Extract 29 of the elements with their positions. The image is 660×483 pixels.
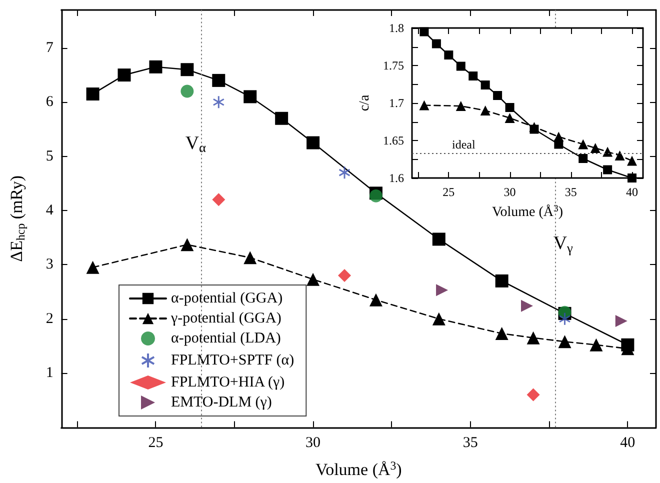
x-tick-label: 35 [564, 185, 577, 199]
y-tick-label: 1 [46, 365, 54, 382]
x-tick-label: 40 [620, 434, 636, 451]
y-tick-label: 6 [46, 94, 54, 110]
y-tick-label: 4 [46, 202, 54, 218]
ref-line-label: ideal [452, 137, 476, 152]
y-tick-label: 1.65 [383, 134, 404, 148]
legend-label: FPLMTO+SPTF (α) [171, 352, 294, 368]
x-tick-label: 30 [504, 185, 516, 199]
y-tick-label: 1.75 [383, 58, 404, 72]
y-tick-label: 1.8 [389, 21, 404, 35]
x-tick-label: 40 [626, 185, 638, 199]
x-tick-label: 25 [148, 434, 164, 451]
x-tick-label: 30 [306, 434, 321, 451]
legend-label: EMTO-DLM (γ) [171, 394, 272, 410]
y-tick-label: 2 [46, 310, 54, 327]
legend-label: α-potential (GGA) [171, 290, 283, 306]
x-tick-label: 35 [462, 434, 478, 451]
x-tick-label: 25 [442, 185, 455, 199]
y-tick-label: 5 [46, 148, 54, 164]
y-tick-label: 7 [46, 40, 54, 56]
legend-label: γ-potential (GGA) [170, 310, 282, 326]
y-tick-label: 1.6 [389, 171, 404, 185]
legend-label: α-potential (LDA) [171, 330, 281, 346]
y-tick-label: 1.7 [389, 96, 404, 110]
legend-label: FPLMTO+HIA (γ) [171, 374, 285, 390]
y-tick-label: 3 [46, 256, 54, 273]
y-axis-title: c/a [358, 94, 372, 112]
y-axis-title: ΔEhcp (mRy) [7, 175, 28, 262]
